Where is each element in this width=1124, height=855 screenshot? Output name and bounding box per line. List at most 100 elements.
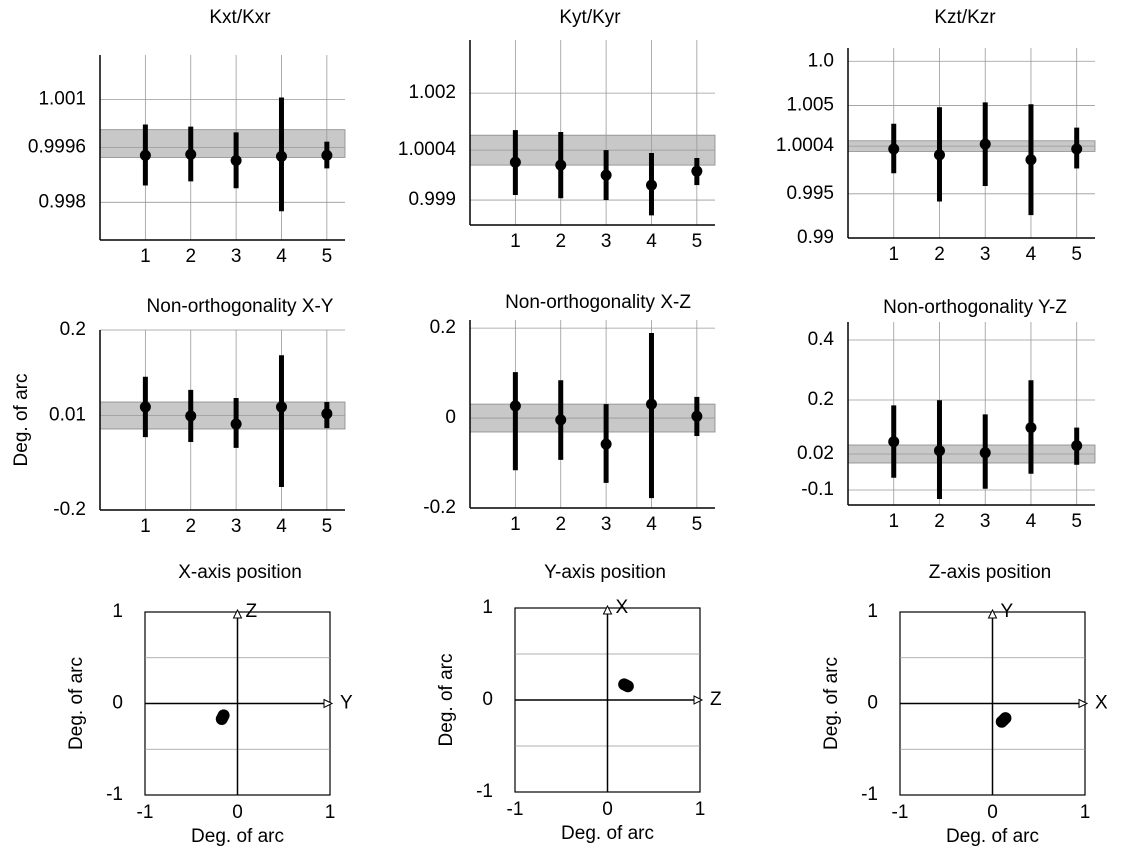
x-tick-label: 0 [602,799,613,820]
x-tick-label: 3 [231,246,242,267]
y-tick-label: 0 [867,693,878,714]
y-tick-label: -0.2 [53,499,86,520]
x-tick-label: 2 [934,244,945,265]
point [600,438,612,450]
point [509,400,521,412]
x-tick-label: 4 [646,231,657,252]
y-tick-label: 0.99 [797,227,834,248]
x-tick-label: 3 [980,511,991,532]
x-tick-label: 1 [888,511,899,532]
x-tick-label: 4 [646,514,657,535]
y-tick-label: 0.02 [797,443,834,464]
arrow-head [1078,698,1089,709]
point [185,410,197,422]
point [691,410,703,422]
y-tick-label: 0.4 [808,329,835,350]
y-tick-label: 1.002 [408,82,456,103]
point [600,169,612,181]
arrow-head [323,698,334,709]
point [509,156,521,168]
y-tick-label: 1.001 [38,89,86,110]
axis-name: Y [1001,601,1014,622]
y-tick-label: 1.0 [808,50,834,71]
y-tick-label: 0.2 [808,389,834,410]
x-tick-label: 0 [232,802,243,823]
chart-title: Non-orthogonality Y-Z [883,297,1067,318]
y-axis-label: Deg. of arc [66,657,87,750]
x-tick-label: 5 [1071,511,1082,532]
point [1071,143,1083,155]
x-tick-label: 3 [601,231,612,252]
chart-title: Kxt/Kxr [209,7,271,28]
y-axis-label: Deg. of arc [436,654,457,747]
y-tick-label: -0.2 [423,497,456,518]
point [216,711,229,724]
x-tick-label: 1 [510,231,521,252]
y-tick-label: 0 [445,407,456,428]
x-tick-label: 4 [1026,244,1037,265]
point [1025,422,1037,434]
axis-name: X [1095,693,1108,714]
x-axis-label: Deg. of arc [946,826,1039,847]
point [888,436,900,448]
point [185,148,197,160]
point [1025,154,1037,166]
arrow-head [693,695,704,705]
point [321,149,333,161]
y-tick-label: -1 [106,784,123,805]
y-tick-label: 1.0004 [776,135,835,156]
x-tick-label: 1 [888,244,899,265]
chart-title: Z-axis position [929,562,1052,583]
chart-title: X-axis position [178,562,302,583]
chart-title: Kyt/Kyr [559,7,621,28]
point [620,679,632,692]
point [979,138,991,150]
x-tick-label: 5 [322,516,333,537]
x-tick-label: 4 [276,246,287,267]
y-axis-label: Deg. of arc [11,374,32,467]
y-tick-label: 0 [482,689,493,710]
x-tick-label: 1 [140,246,151,267]
x-axis-label: Deg. of arc [191,826,284,847]
y-tick-label: 0.2 [60,319,86,340]
point [275,150,287,162]
x-tick-label: 2 [934,511,945,532]
y-tick-label: 1 [867,601,878,622]
point [933,149,945,161]
y-tick-label: 0 [112,693,123,714]
y-tick-label: 0.998 [38,191,86,212]
y-tick-label: 1 [482,597,493,618]
x-tick-label: 1 [510,514,521,535]
y-tick-label: -1 [476,781,493,802]
point [645,398,657,410]
x-tick-label: 2 [185,516,196,537]
arrow-head [602,604,613,615]
point [230,155,242,167]
arrow-head [232,608,243,619]
axis-name: X [616,597,629,618]
x-tick-label: -1 [892,802,909,823]
y-tick-label: 0.2 [430,317,456,338]
x-tick-label: 1 [695,799,706,820]
point [139,401,151,413]
axis-name: Z [710,689,722,710]
x-axis-label: Deg. of arc [561,823,654,844]
axis-name: Z [246,601,258,622]
x-tick-label: 4 [1026,511,1037,532]
y-tick-label: 0.9996 [28,137,86,158]
y-tick-label: -0.1 [801,479,834,500]
x-tick-label: 2 [555,231,566,252]
x-tick-label: 3 [980,244,991,265]
y-tick-label: -1 [861,784,878,805]
point [645,179,657,191]
x-tick-label: 1 [325,802,336,823]
x-tick-label: 3 [601,514,612,535]
y-tick-label: 1.0004 [398,139,457,160]
y-tick-label: 1.005 [786,94,834,115]
x-tick-label: -1 [137,802,154,823]
chart-title: Y-axis position [544,562,666,583]
x-tick-label: 5 [692,231,703,252]
x-tick-label: 5 [322,246,333,267]
chart-title: Non-orthogonality X-Z [505,292,691,313]
